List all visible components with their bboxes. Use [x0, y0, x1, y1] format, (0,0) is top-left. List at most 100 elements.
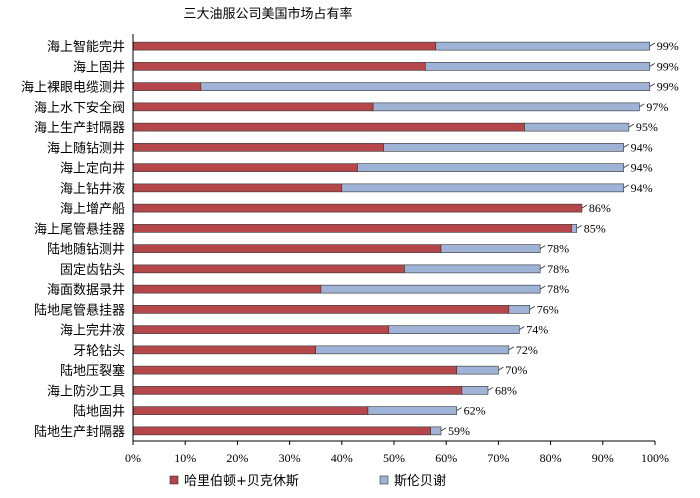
category-label: 海上防沙工具: [47, 383, 125, 399]
bar-segment-halliburton-baker: [132, 82, 202, 91]
bar-segment-schlumberger: [367, 406, 457, 415]
total-label: 78%: [547, 262, 569, 276]
category-label: 陆地尾管悬挂器: [34, 302, 125, 318]
total-leader-line: [539, 265, 546, 270]
bar-segment-halliburton-baker: [132, 163, 358, 172]
category-label: 海上完井液: [60, 324, 125, 339]
total-leader-line: [508, 346, 515, 351]
bar-segment-schlumberger: [524, 122, 630, 132]
bar-segment-halliburton-baker: [132, 325, 390, 334]
bar-segment-schlumberger: [320, 284, 541, 294]
x-tick-label: 60%: [435, 451, 457, 465]
bar-segment-halliburton-baker: [132, 244, 442, 253]
x-tick-label: 30%: [279, 451, 301, 465]
x-tick-label: 20%: [226, 451, 248, 465]
total-label: 70%: [505, 363, 527, 377]
legend-swatch: [379, 475, 389, 485]
total-label: 62%: [464, 404, 486, 418]
bar-segment-schlumberger: [383, 143, 624, 152]
bar-segment-schlumberger: [508, 305, 531, 314]
total-label: 99%: [657, 39, 679, 53]
total-label: 76%: [537, 302, 559, 316]
bar-segment-halliburton-baker: [132, 203, 583, 213]
bar-segment-schlumberger: [435, 41, 651, 51]
x-tick-label: 10%: [174, 451, 196, 465]
x-tick-label: 80%: [540, 451, 562, 465]
total-leader-line: [576, 225, 582, 229]
legend-label: 哈里伯顿+贝克休斯: [184, 474, 299, 489]
category-label: 海面数据录井: [47, 283, 125, 298]
bar-segment-halliburton-baker: [132, 406, 369, 415]
bar-segment-schlumberger: [425, 62, 651, 71]
total-leader-line: [639, 103, 645, 108]
total-leader-line: [649, 63, 655, 67]
bar-segment-halliburton-baker: [132, 102, 374, 112]
bar-segment-schlumberger: [404, 264, 541, 274]
bar-segment-halliburton-baker: [132, 183, 343, 193]
bar-segment-schlumberger: [571, 224, 577, 233]
total-label: 72%: [516, 343, 538, 357]
bar-segment-schlumberger: [315, 345, 510, 355]
total-leader-line: [539, 245, 546, 249]
bar-segment-halliburton-baker: [132, 41, 437, 51]
x-tick-label: 0%: [125, 451, 141, 465]
x-tick-label: 50%: [383, 451, 405, 465]
total-leader-line: [440, 427, 447, 432]
category-label: 海上钻井液: [60, 182, 125, 197]
bar-segment-halliburton-baker: [132, 224, 572, 233]
category-label: 海上生产封隔器: [34, 121, 125, 136]
total-label: 68%: [495, 383, 517, 397]
total-leader-line: [519, 326, 525, 330]
category-label: 海上固井: [73, 60, 125, 75]
bar-segment-schlumberger: [357, 163, 624, 172]
category-label: 海上定向井: [60, 161, 125, 177]
total-leader-line: [649, 42, 655, 47]
bar-segment-halliburton-baker: [132, 345, 316, 355]
total-leader-line: [581, 204, 588, 209]
bar-segment-halliburton-baker: [132, 143, 384, 152]
category-label: 陆地随钻测井: [47, 242, 125, 258]
total-leader-line: [487, 387, 494, 391]
chart-title: 三大油服公司美国市场占有率: [183, 6, 352, 22]
bar-segment-schlumberger: [341, 183, 624, 193]
bar-segment-halliburton-baker: [132, 386, 463, 395]
category-label: 海上水下安全阀: [34, 100, 125, 116]
category-label: 海上智能完井: [47, 40, 125, 55]
bar-segment-halliburton-baker: [132, 284, 322, 294]
x-tick-label: 40%: [331, 451, 353, 465]
x-tick-label: 70%: [487, 451, 509, 465]
legend: 哈里伯顿+贝克休斯 斯伦贝谢: [169, 473, 446, 489]
bar-segment-schlumberger: [456, 365, 499, 375]
legend-swatch: [169, 475, 179, 485]
bar-segment-schlumberger: [200, 82, 651, 91]
bar-segment-halliburton-baker: [132, 122, 525, 132]
total-label: 97%: [646, 100, 668, 114]
total-leader-line: [498, 366, 504, 371]
category-label: 牙轮钻头: [73, 344, 125, 359]
total-label: 95%: [636, 120, 658, 134]
category-label: 陆地压裂塞: [60, 363, 125, 379]
category-label: 海上裸眼电缆测井: [21, 80, 125, 96]
bar-segment-schlumberger: [372, 102, 640, 112]
category-label: 海上增产船: [60, 202, 125, 217]
category-label: 陆地固井: [73, 404, 125, 420]
total-leader-line: [623, 144, 629, 148]
legend-label: 斯伦贝谢: [394, 473, 446, 489]
total-leader-line: [628, 123, 635, 128]
total-label: 94%: [631, 140, 653, 154]
total-label: 78%: [547, 282, 569, 296]
total-leader-line: [623, 184, 629, 189]
category-labels: 海上智能完井海上固井海上裸眼电缆测井海上水下安全阀海上生产封隔器海上随钻测井海上…: [21, 40, 125, 440]
bar-segment-halliburton-baker: [132, 426, 431, 436]
bar-segment-schlumberger: [430, 426, 442, 436]
bars-layer: [132, 41, 651, 436]
total-label: 78%: [547, 242, 569, 256]
total-label: 74%: [526, 323, 548, 337]
bar-segment-schlumberger: [388, 325, 520, 334]
category-label: 海上随钻测井: [47, 141, 125, 156]
total-label: 85%: [584, 221, 606, 235]
total-leader-line: [529, 306, 535, 310]
bar-segment-halliburton-baker: [132, 264, 405, 274]
total-leader-line: [649, 83, 655, 87]
